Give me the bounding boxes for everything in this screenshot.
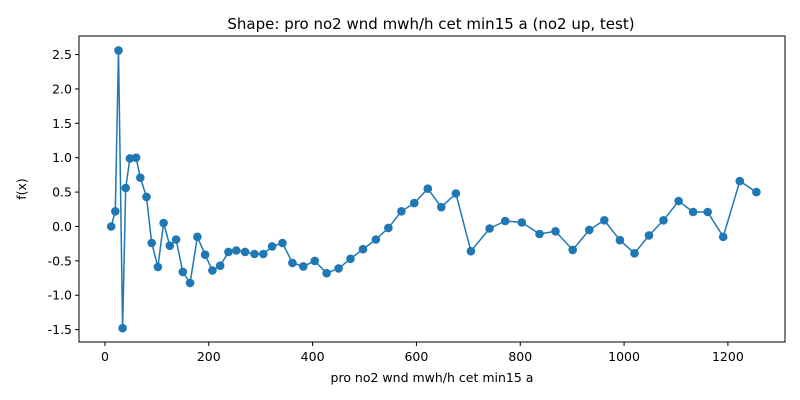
- data-point: [358, 244, 368, 254]
- data-point: [288, 258, 297, 268]
- data-point: [121, 183, 130, 193]
- data-point: [384, 223, 393, 233]
- data-point: [334, 264, 343, 273]
- y-tick-label: -0.5: [48, 253, 72, 268]
- data-point: [644, 231, 654, 240]
- x-tick-label: 600: [404, 349, 428, 364]
- x-tick-label: 200: [197, 349, 221, 364]
- data-point: [615, 235, 625, 245]
- x-tick-label: 400: [301, 349, 325, 364]
- data-point: [147, 238, 156, 248]
- y-tick-label: 1.5: [52, 116, 72, 131]
- data-point: [136, 173, 145, 182]
- data-point: [159, 218, 168, 228]
- y-tick-label: -1.0: [48, 288, 72, 303]
- data-point: [165, 241, 175, 250]
- data-point: [500, 216, 510, 226]
- data-point: [215, 261, 225, 271]
- data-point: [310, 256, 320, 266]
- y-axis-title: f(x): [14, 178, 29, 200]
- data-point: [118, 323, 127, 333]
- data-point: [106, 222, 116, 231]
- data-point: [142, 192, 151, 202]
- data-point: [410, 198, 419, 208]
- data-point: [171, 235, 181, 244]
- data-point: [131, 153, 141, 162]
- x-tick-label: 1000: [608, 349, 640, 364]
- data-point: [346, 254, 355, 264]
- data-point: [659, 216, 668, 225]
- data-point: [630, 249, 639, 258]
- y-tick-label: 1.0: [52, 150, 72, 165]
- data-point: [371, 235, 381, 244]
- data-point: [125, 154, 135, 163]
- data-point: [437, 202, 446, 212]
- data-point: [485, 224, 494, 233]
- data-point: [674, 196, 683, 206]
- data-point: [322, 268, 331, 278]
- data-point: [688, 207, 698, 217]
- data-point: [208, 266, 217, 275]
- y-tick-label: 2.5: [52, 47, 72, 62]
- y-axis: -1.5 -1.0 -0.5 0.0 0.5 1.0 1.5 2.0 2.5: [48, 47, 79, 337]
- data-point: [267, 242, 277, 251]
- y-tick-label: 0.5: [52, 185, 72, 200]
- data-point: [232, 246, 241, 255]
- data-point: [703, 207, 712, 217]
- data-point: [278, 238, 287, 248]
- x-tick-label: 0: [101, 349, 109, 364]
- data-point: [299, 262, 308, 271]
- data-point: [752, 187, 761, 197]
- data-point: [517, 218, 527, 227]
- series-line: [110, 50, 757, 329]
- data-point: [735, 176, 745, 186]
- y-tick-label: 0.0: [52, 219, 72, 234]
- series-layer: [106, 46, 761, 333]
- data-point: [185, 278, 195, 288]
- data-point: [193, 232, 202, 242]
- x-axis: 0 200 400 600 800 1000 1200: [101, 342, 744, 364]
- data-point: [111, 207, 120, 216]
- data-point: [397, 207, 406, 216]
- x-tick-label: 1200: [712, 349, 744, 364]
- data-point: [224, 247, 233, 257]
- y-tick-label: 2.0: [52, 81, 72, 96]
- data-point: [568, 245, 577, 255]
- data-point: [240, 247, 250, 257]
- data-point: [178, 267, 188, 277]
- data-point: [153, 262, 163, 272]
- x-tick-label: 800: [508, 349, 532, 364]
- data-point: [114, 46, 123, 55]
- data-point: [200, 250, 210, 259]
- data-point: [718, 232, 728, 242]
- data-point: [259, 249, 268, 259]
- data-point: [535, 229, 544, 239]
- plot-frame: [78, 35, 786, 343]
- data-point: [423, 184, 433, 193]
- data-point: [585, 225, 594, 235]
- y-tick-label: -1.5: [48, 322, 72, 337]
- chart-title: Shape: pro no2 wnd mwh/h cet min15 a (no…: [227, 15, 634, 33]
- data-point: [250, 249, 259, 259]
- data-point: [451, 189, 461, 198]
- x-axis-title: pro no2 wnd mwh/h cet min15 a: [331, 370, 534, 385]
- data-point: [466, 246, 476, 256]
- data-point: [551, 227, 560, 236]
- data-point: [600, 216, 609, 225]
